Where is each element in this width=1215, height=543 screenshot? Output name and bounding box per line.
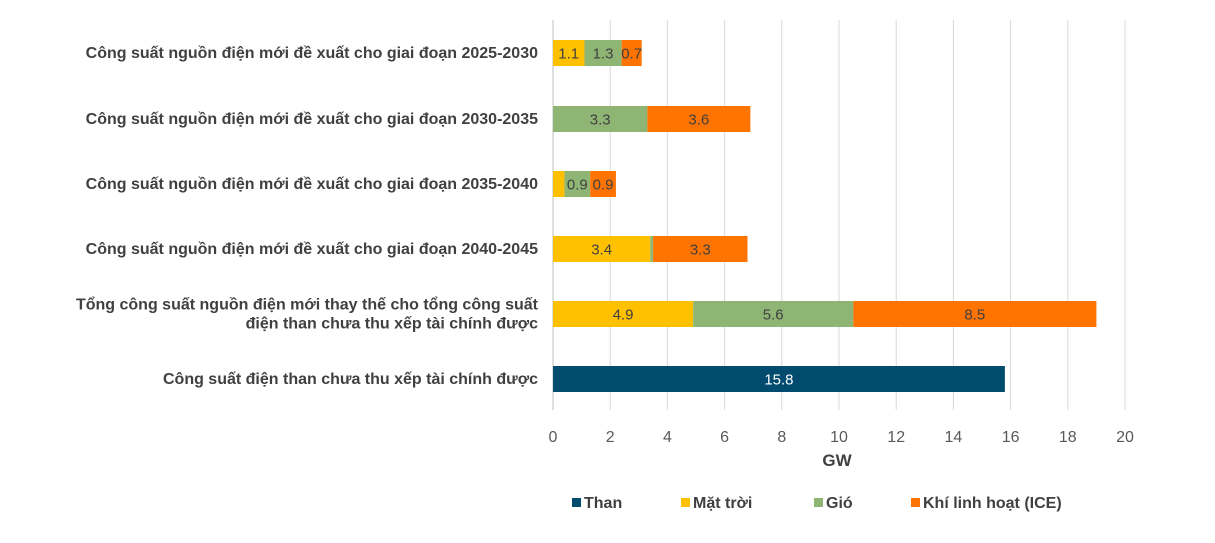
x-tick-label: 10 bbox=[830, 429, 848, 446]
category-label: Tổng công suất nguồn điện mới thay thế c… bbox=[76, 296, 539, 314]
category-label: Công suất nguồn điện mới đề xuất cho gia… bbox=[86, 111, 538, 128]
bar-segment bbox=[553, 366, 1005, 392]
data-label: 1.3 bbox=[593, 46, 614, 63]
category-label: Công suất nguồn điện mới đề xuất cho gia… bbox=[86, 241, 538, 258]
x-axis-title: GW bbox=[822, 451, 852, 470]
data-label: 0.9 bbox=[593, 177, 614, 194]
gridlines bbox=[552, 20, 1126, 410]
bar-segment bbox=[553, 301, 694, 327]
x-tick-label: 6 bbox=[720, 429, 729, 446]
legend-label: Than bbox=[584, 495, 622, 512]
bar-segment bbox=[653, 236, 748, 262]
bar-segment bbox=[650, 236, 654, 262]
bar-segment bbox=[853, 301, 1097, 327]
legend-label: Mặt trời bbox=[693, 495, 752, 512]
category-label: Công suất điện than chưa thu xếp tài chí… bbox=[163, 371, 538, 388]
data-label: 8.5 bbox=[964, 307, 985, 324]
category-labels: Công suất nguồn điện mới đề xuất cho gia… bbox=[76, 45, 539, 388]
data-label: 0.9 bbox=[567, 177, 588, 194]
legend-swatch bbox=[572, 498, 581, 507]
data-label: 15.8 bbox=[764, 372, 793, 389]
legend-label: Gió bbox=[826, 495, 853, 512]
category-label: Công suất nguồn điện mới đề xuất cho gia… bbox=[86, 45, 538, 62]
bar-segment bbox=[553, 171, 565, 197]
bar-segment bbox=[693, 301, 854, 327]
bar-segment bbox=[564, 171, 591, 197]
data-label: 0.7 bbox=[621, 46, 642, 63]
data-label: 1.1 bbox=[558, 46, 579, 63]
legend-label: Khí linh hoạt (ICE) bbox=[923, 495, 1062, 512]
category-label: Công suất nguồn điện mới đề xuất cho gia… bbox=[86, 176, 538, 193]
bars: 1.1 1.3 0.7 3.3 3.6 0.9 0.9 3.4 3.3 4.9 5.6 8.5 15.8 bbox=[553, 40, 1097, 392]
bar-segment bbox=[590, 171, 616, 197]
legend: Than Mặt trời Gió Khí linh hoạt (ICE) bbox=[572, 495, 1062, 512]
data-label: 4.9 bbox=[613, 307, 634, 324]
bar-segment bbox=[621, 40, 642, 66]
x-tick-label: 18 bbox=[1059, 429, 1077, 446]
x-tick-label: 20 bbox=[1116, 429, 1134, 446]
x-tick-label: 8 bbox=[777, 429, 786, 446]
x-tick-label: 0 bbox=[549, 429, 558, 446]
bar-segment bbox=[553, 236, 651, 262]
bar-segment bbox=[647, 106, 751, 132]
bar-segment bbox=[584, 40, 622, 66]
x-tick-label: 4 bbox=[663, 429, 672, 446]
x-tick-label: 16 bbox=[1002, 429, 1020, 446]
data-label: 3.3 bbox=[590, 112, 611, 129]
bar-segment bbox=[553, 40, 585, 66]
x-tick-label: 14 bbox=[945, 429, 963, 446]
data-label: 3.4 bbox=[591, 242, 612, 259]
data-label: 3.3 bbox=[690, 242, 711, 259]
data-label: 3.6 bbox=[688, 112, 709, 129]
legend-swatch bbox=[814, 498, 823, 507]
x-tick-label: 2 bbox=[606, 429, 615, 446]
legend-swatch bbox=[911, 498, 920, 507]
bar-segment bbox=[553, 106, 648, 132]
legend-swatch bbox=[681, 498, 690, 507]
x-tick-label: 12 bbox=[887, 429, 905, 446]
data-label: 5.6 bbox=[763, 307, 784, 324]
x-tick-labels: 0 2 4 6 8 10 12 14 16 18 20 bbox=[549, 429, 1134, 446]
category-label: điện than chưa thu xếp tài chính được bbox=[246, 316, 538, 333]
